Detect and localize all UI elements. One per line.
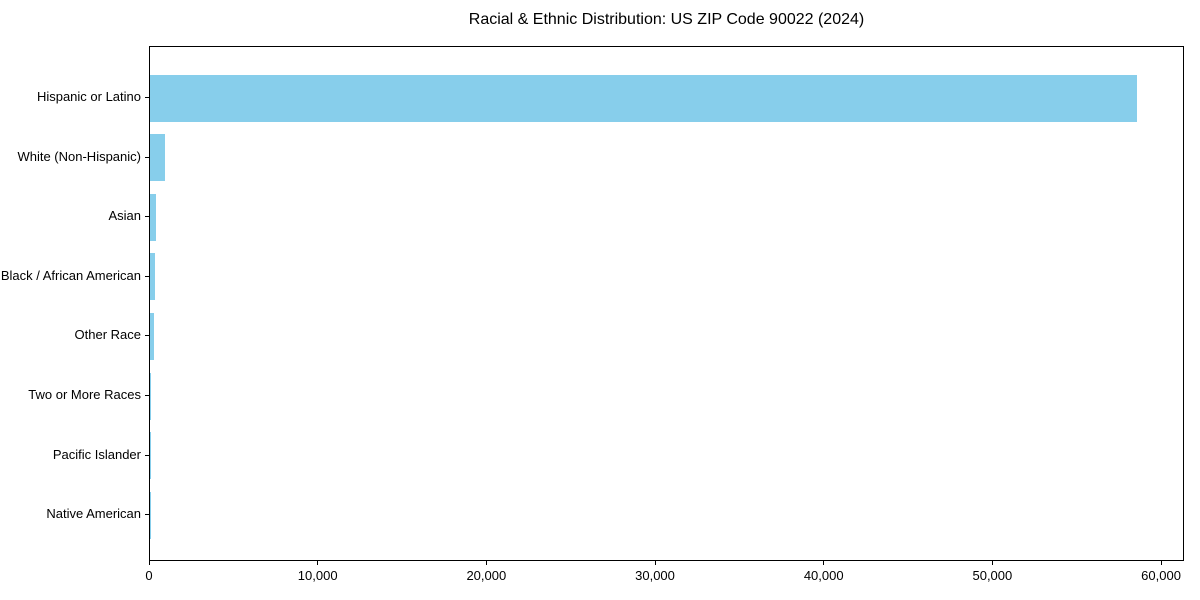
y-tick-label-pacific-islander: Pacific Islander — [52, 446, 141, 462]
y-tick-label-two-or-more-races: Two or More Races — [28, 387, 141, 402]
y-tick-label-asian: Asian — [108, 208, 141, 224]
y-tick-label-native-american: Native American — [46, 506, 141, 522]
y-tick-label-black-african-american: Black / African American — [0, 267, 141, 283]
bar-asian — [150, 193, 156, 241]
bar-other-race — [150, 312, 154, 360]
y-tick-mark-white-non-hispanic — [145, 157, 149, 158]
y-tick-mark-black-african-american — [145, 276, 149, 277]
x-tick-mark-60000 — [1160, 561, 1162, 565]
x-tick-label-50000: 50,000 — [972, 568, 1013, 583]
bar-hispanic-or-latino — [150, 74, 1137, 122]
y-tick-mark-asian — [145, 216, 149, 217]
plot-area — [149, 46, 1184, 561]
x-tick-label-10000: 10,000 — [297, 568, 338, 583]
chart-title: Racial & Ethnic Distribution: US ZIP Cod… — [468, 11, 865, 28]
y-tick-label-hispanic-or-latino: Hispanic or Latino — [36, 89, 141, 104]
x-tick-mark-10000 — [317, 561, 319, 565]
x-tick-label-60000: 60,000 — [1141, 568, 1181, 583]
y-tick-mark-native-american — [145, 514, 149, 515]
y-tick-label-white-non-hispanic: White (Non-Hispanic) — [17, 148, 141, 164]
x-tick-label-40000: 40,000 — [803, 568, 844, 583]
x-tick-label-20000: 20,000 — [466, 568, 507, 583]
x-tick-label-0: 0 — [145, 568, 153, 583]
y-tick-mark-pacific-islander — [145, 455, 149, 456]
x-tick-mark-0 — [148, 561, 150, 565]
x-tick-mark-20000 — [485, 561, 487, 565]
x-tick-mark-40000 — [823, 561, 825, 565]
y-tick-mark-two-or-more-races — [145, 395, 149, 396]
x-tick-mark-30000 — [654, 561, 656, 565]
bar-white-non-hispanic — [150, 134, 165, 182]
bar-black-african-american — [150, 253, 155, 301]
x-tick-label-30000: 30,000 — [635, 568, 675, 583]
y-tick-mark-other-race — [145, 335, 149, 336]
bar-two-or-more-races — [150, 372, 151, 420]
x-tick-mark-50000 — [991, 561, 993, 565]
y-tick-label-other-race: Other Race — [74, 327, 141, 343]
y-tick-mark-hispanic-or-latino — [145, 97, 149, 98]
